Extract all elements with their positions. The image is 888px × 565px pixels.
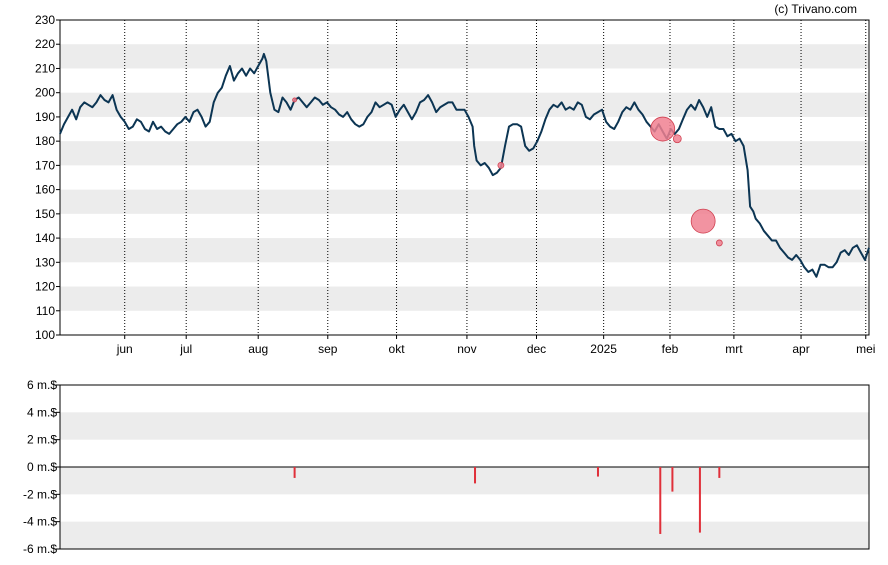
x-tick-label: jul: [179, 342, 192, 356]
y-tick-label: 210: [35, 61, 55, 75]
y-tick-label: 120: [35, 280, 55, 294]
y-tick-label: 0 m.$: [27, 460, 57, 474]
y-tick-label: 100: [35, 328, 55, 342]
volume-bar: [293, 467, 296, 478]
y-tick-label: 230: [35, 13, 55, 27]
grid-band: [60, 467, 869, 495]
grid-band: [60, 44, 869, 69]
grid-band: [60, 412, 869, 440]
x-tick-label: mrt: [725, 342, 743, 356]
transaction-marker: [690, 208, 716, 234]
y-tick-label: 4 m.$: [27, 405, 57, 419]
y-tick-label: 170: [35, 158, 55, 172]
transaction-marker: [497, 161, 505, 169]
y-tick-label: -2 m.$: [23, 487, 57, 501]
price-chart: jun jul aug sep okt nov dec 2025 feb mrt apr mei 100…: [35, 13, 875, 356]
credit-label: (c) Trivano.com: [774, 2, 857, 16]
y-tick-label: 190: [35, 110, 55, 124]
x-tick-label: nov: [457, 342, 476, 356]
volume-bar: [659, 467, 662, 534]
volume-bar: [596, 467, 599, 477]
volume-bar: [698, 467, 701, 533]
x-tick-label: feb: [662, 342, 679, 356]
grid-band: [60, 92, 869, 117]
y-tick-label: -4 m.$: [23, 515, 57, 529]
x-tick-label: dec: [527, 342, 546, 356]
y-tick-label: 140: [35, 231, 55, 245]
y-tick-label: 110: [36, 304, 55, 318]
plot-frame: [59, 19, 870, 336]
x-tick-label: okt: [389, 342, 406, 356]
y-tick-label: 220: [35, 37, 55, 51]
y-tick-label: 6 m.$: [27, 378, 57, 392]
y-tick-label: 160: [35, 183, 55, 197]
volume-bar: [671, 467, 674, 492]
grid-band: [60, 189, 869, 214]
grid-band: [60, 521, 869, 549]
plot-frame: [59, 384, 870, 550]
x-tick-label: aug: [248, 342, 268, 356]
volume-bar: [718, 467, 721, 478]
y-tick-label: 130: [35, 255, 55, 269]
transaction-marker: [650, 116, 676, 142]
grid-band: [60, 141, 869, 166]
grid-band: [60, 286, 869, 311]
price-line: [59, 52, 870, 278]
transaction-marker: [292, 97, 298, 103]
y-tick-label: -6 m.$: [23, 542, 57, 556]
y-tick-label: 2 m.$: [27, 433, 57, 447]
grid-band: [60, 238, 869, 263]
y-tick-label: 180: [35, 134, 55, 148]
volume-chart: 6 m.$ 4 m.$ 2 m.$ 0 m.$ -2 m.$ -4 m.$ -6 m.$: [23, 378, 870, 556]
volume-bar: [474, 467, 477, 484]
x-tick-label: 2025: [590, 342, 617, 356]
x-tick-label: mei: [856, 342, 875, 356]
y-tick-label: 200: [35, 86, 55, 100]
transaction-marker: [672, 134, 682, 144]
x-tick-label: sep: [318, 342, 338, 356]
x-tick-label: apr: [792, 342, 809, 356]
x-tick-label: jun: [116, 342, 133, 356]
transaction-marker: [715, 239, 723, 247]
y-tick-label: 150: [35, 207, 55, 221]
